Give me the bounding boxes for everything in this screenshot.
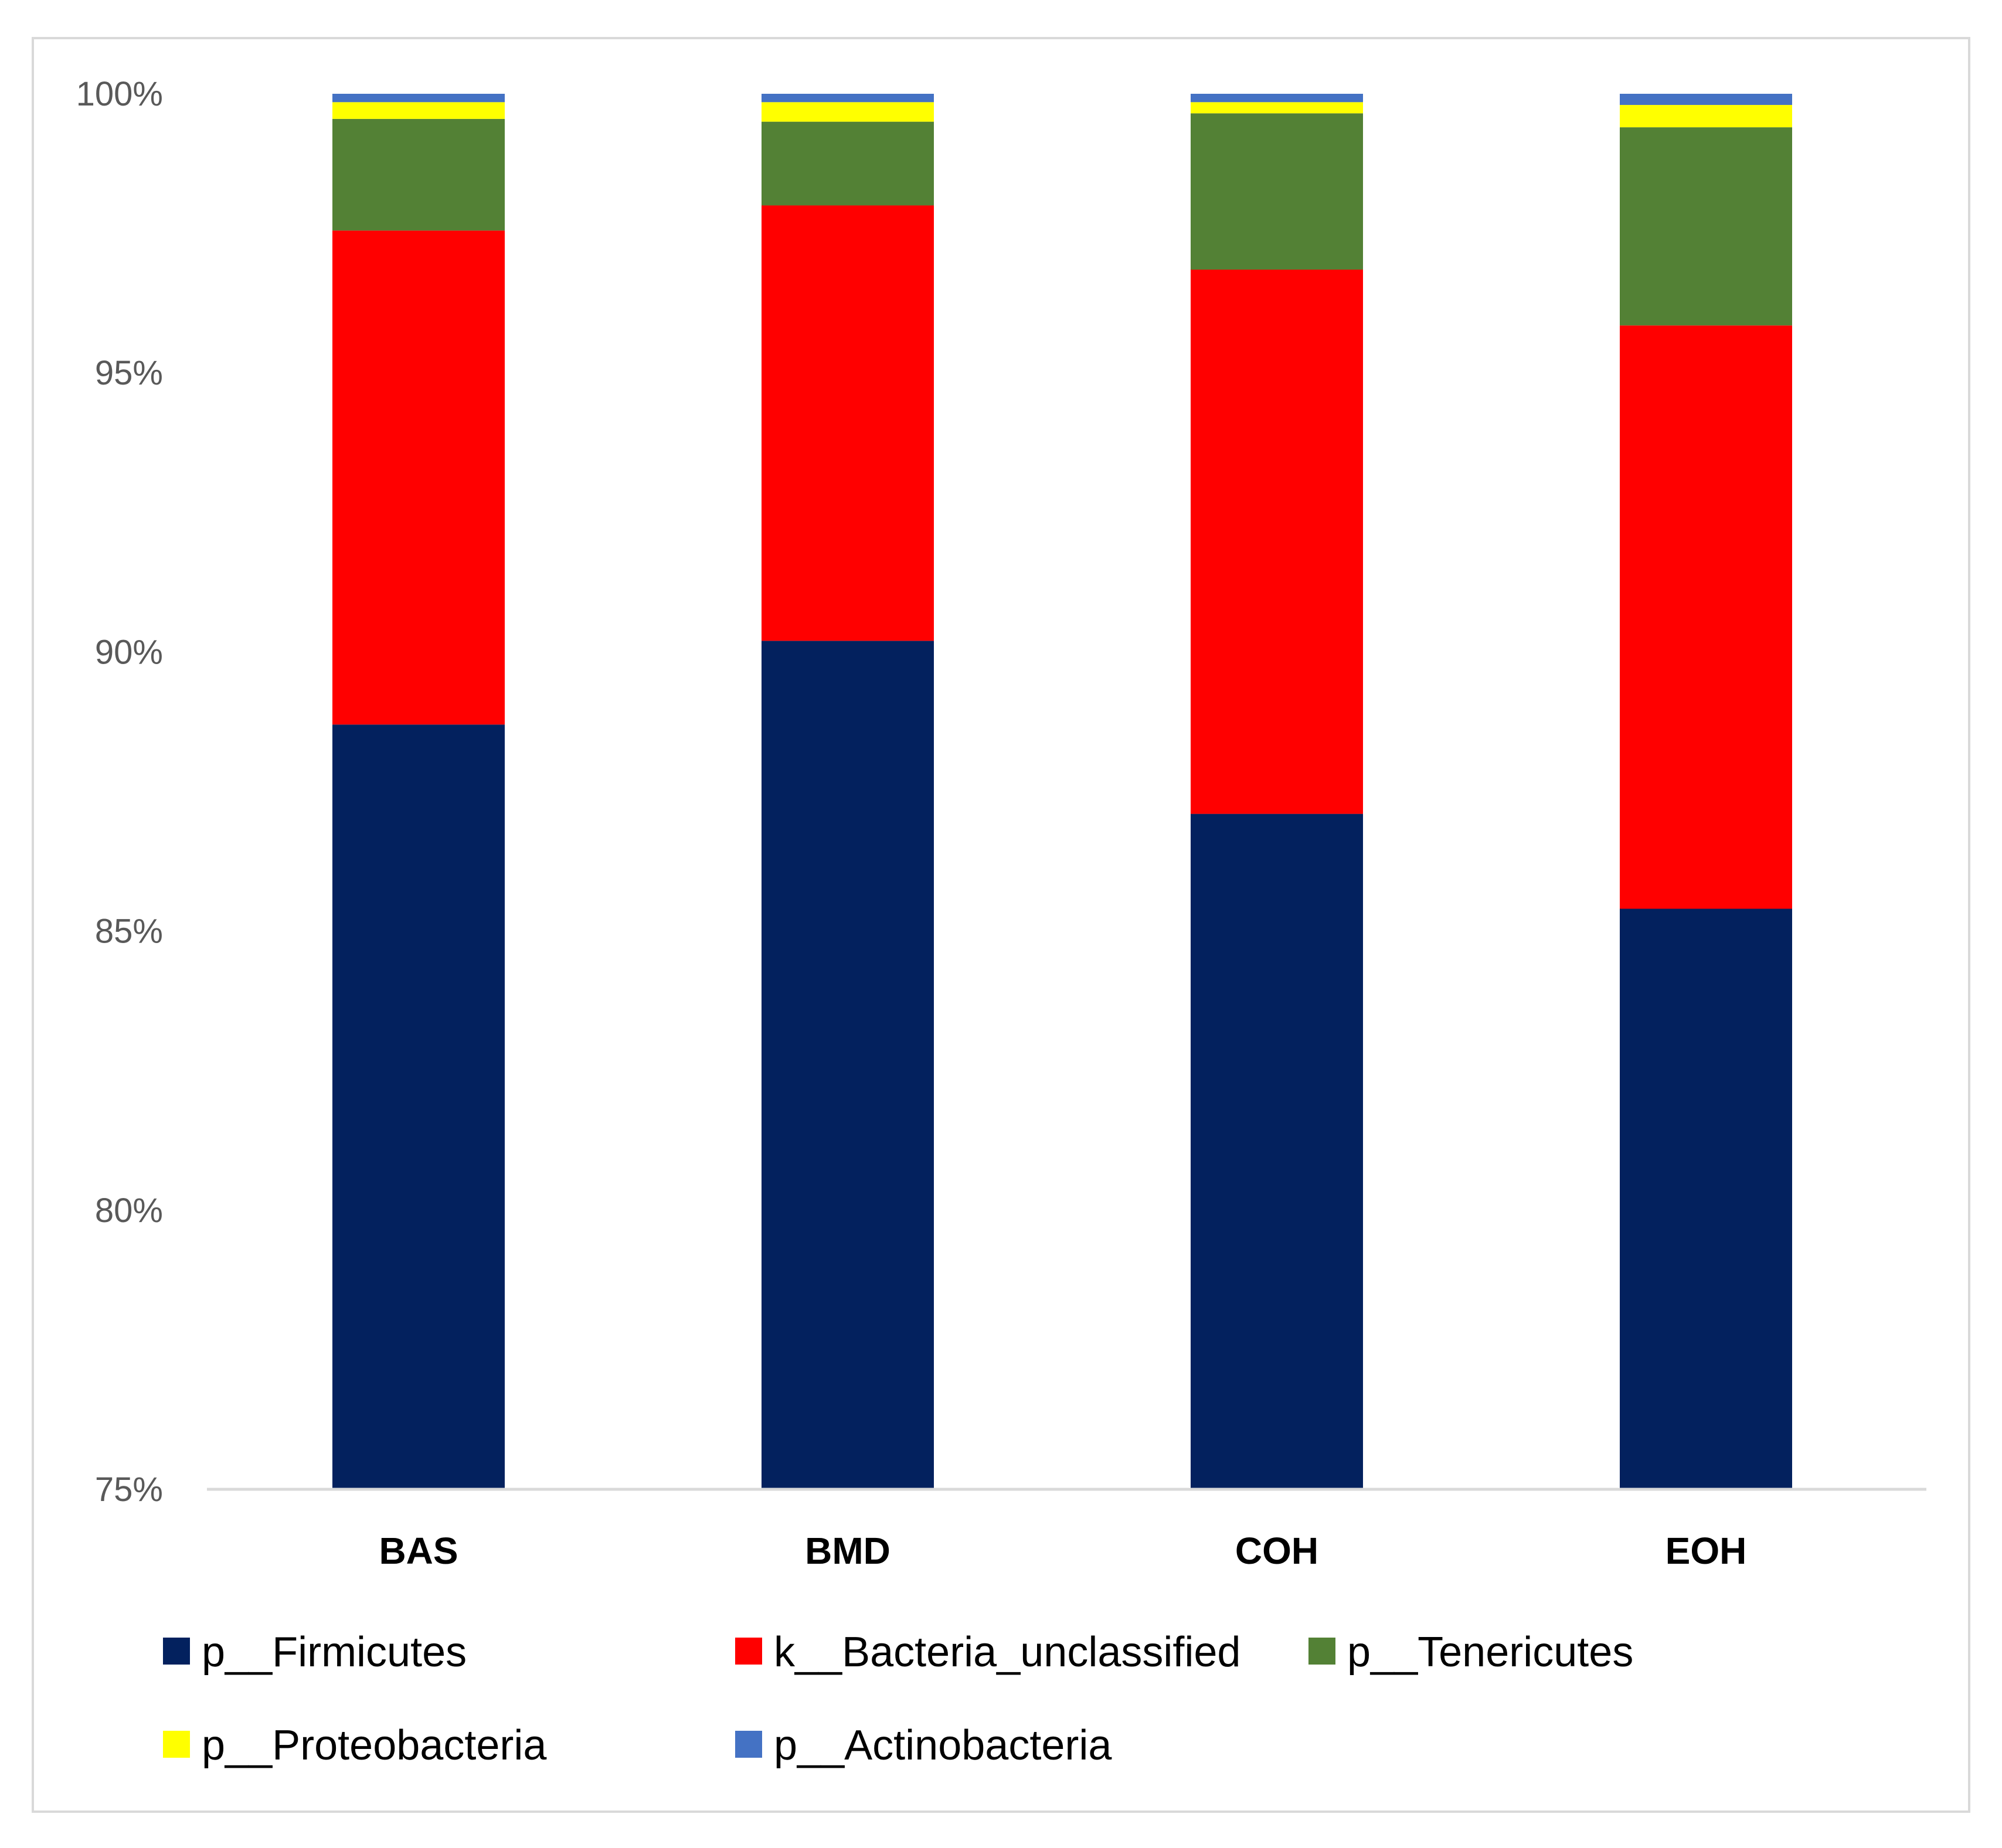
y-tick-label: 90%: [95, 633, 163, 671]
category-label: BAS: [379, 1530, 458, 1572]
legend-swatch: [163, 1638, 190, 1665]
legend: p__Firmicutes k__Bacteria_unclassified p__…: [163, 1629, 1633, 1769]
legend-label: p__Tenericutes: [1347, 1629, 1633, 1676]
y-tick-label: 95%: [95, 354, 163, 392]
bar-segment-bas-p-proteobacteria: [332, 102, 505, 119]
bar-segment-bmd-p-actinobacteria: [762, 94, 934, 103]
bar-segment-eoh-p-tenericutes: [1620, 127, 1792, 326]
bar-segment-eoh-p-proteobacteria: [1620, 105, 1792, 128]
legend-label: p__Firmicutes: [202, 1629, 467, 1676]
category-label: BMD: [805, 1530, 890, 1572]
legend-swatch: [1308, 1638, 1335, 1665]
bar-segment-bmd-p-tenericutes: [762, 121, 934, 206]
bar-segment-coh-k-bacteria-unclassified: [1191, 270, 1363, 814]
legend-item-p-actinobacteria: p__Actinobacteria: [735, 1722, 1112, 1769]
x-axis-category-labels: BAS BMD COH EOH: [379, 1530, 1746, 1572]
bar-segment-eoh-p-firmicutes: [1620, 908, 1792, 1489]
legend-swatch: [735, 1731, 762, 1758]
y-tick-label: 75%: [95, 1471, 163, 1509]
bar-segment-bas-p-tenericutes: [332, 118, 505, 231]
legend-item-k-bacteria-unclassified: k__Bacteria_unclassified: [735, 1629, 1240, 1676]
y-tick-label: 85%: [95, 913, 163, 951]
bar-stack-bas: [332, 94, 505, 1489]
legend-swatch: [163, 1731, 190, 1758]
bar-stack-coh: [1191, 94, 1363, 1489]
bar-segment-eoh-p-actinobacteria: [1620, 94, 1792, 105]
category-label: COH: [1235, 1530, 1318, 1572]
bar-segment-eoh-k-bacteria-unclassified: [1620, 325, 1792, 909]
bar-segment-coh-p-tenericutes: [1191, 113, 1363, 270]
bar-segment-bas-p-actinobacteria: [332, 94, 505, 103]
bar-stack-bmd: [762, 94, 934, 1489]
y-tick-label: 80%: [95, 1192, 163, 1230]
bar-segment-coh-p-actinobacteria: [1191, 94, 1363, 103]
y-axis-tick-labels: 75% 80% 85% 90% 95% 100%: [76, 75, 163, 1509]
legend-label: p__Actinobacteria: [774, 1722, 1112, 1769]
bar-segment-bmd-k-bacteria-unclassified: [762, 205, 934, 641]
bar-segment-bas-k-bacteria-unclassified: [332, 230, 505, 725]
bar-segment-bas-p-firmicutes: [332, 724, 505, 1489]
legend-item-p-proteobacteria: p__Proteobacteria: [163, 1722, 547, 1769]
legend-swatch: [735, 1638, 762, 1665]
legend-label: p__Proteobacteria: [202, 1722, 547, 1769]
legend-item-p-tenericutes: p__Tenericutes: [1308, 1629, 1633, 1676]
bar-segment-coh-p-firmicutes: [1191, 814, 1363, 1489]
bar-segment-bmd-p-firmicutes: [762, 641, 934, 1489]
bar-stack-eoh: [1620, 94, 1792, 1489]
legend-label: k__Bacteria_unclassified: [774, 1629, 1240, 1676]
bar-segment-coh-p-proteobacteria: [1191, 102, 1363, 114]
category-label: EOH: [1665, 1530, 1747, 1572]
bar-segment-bmd-p-proteobacteria: [762, 102, 934, 122]
legend-item-p-firmicutes: p__Firmicutes: [163, 1629, 467, 1676]
y-tick-label: 100%: [76, 75, 163, 113]
bar-stacks: [332, 94, 1792, 1489]
